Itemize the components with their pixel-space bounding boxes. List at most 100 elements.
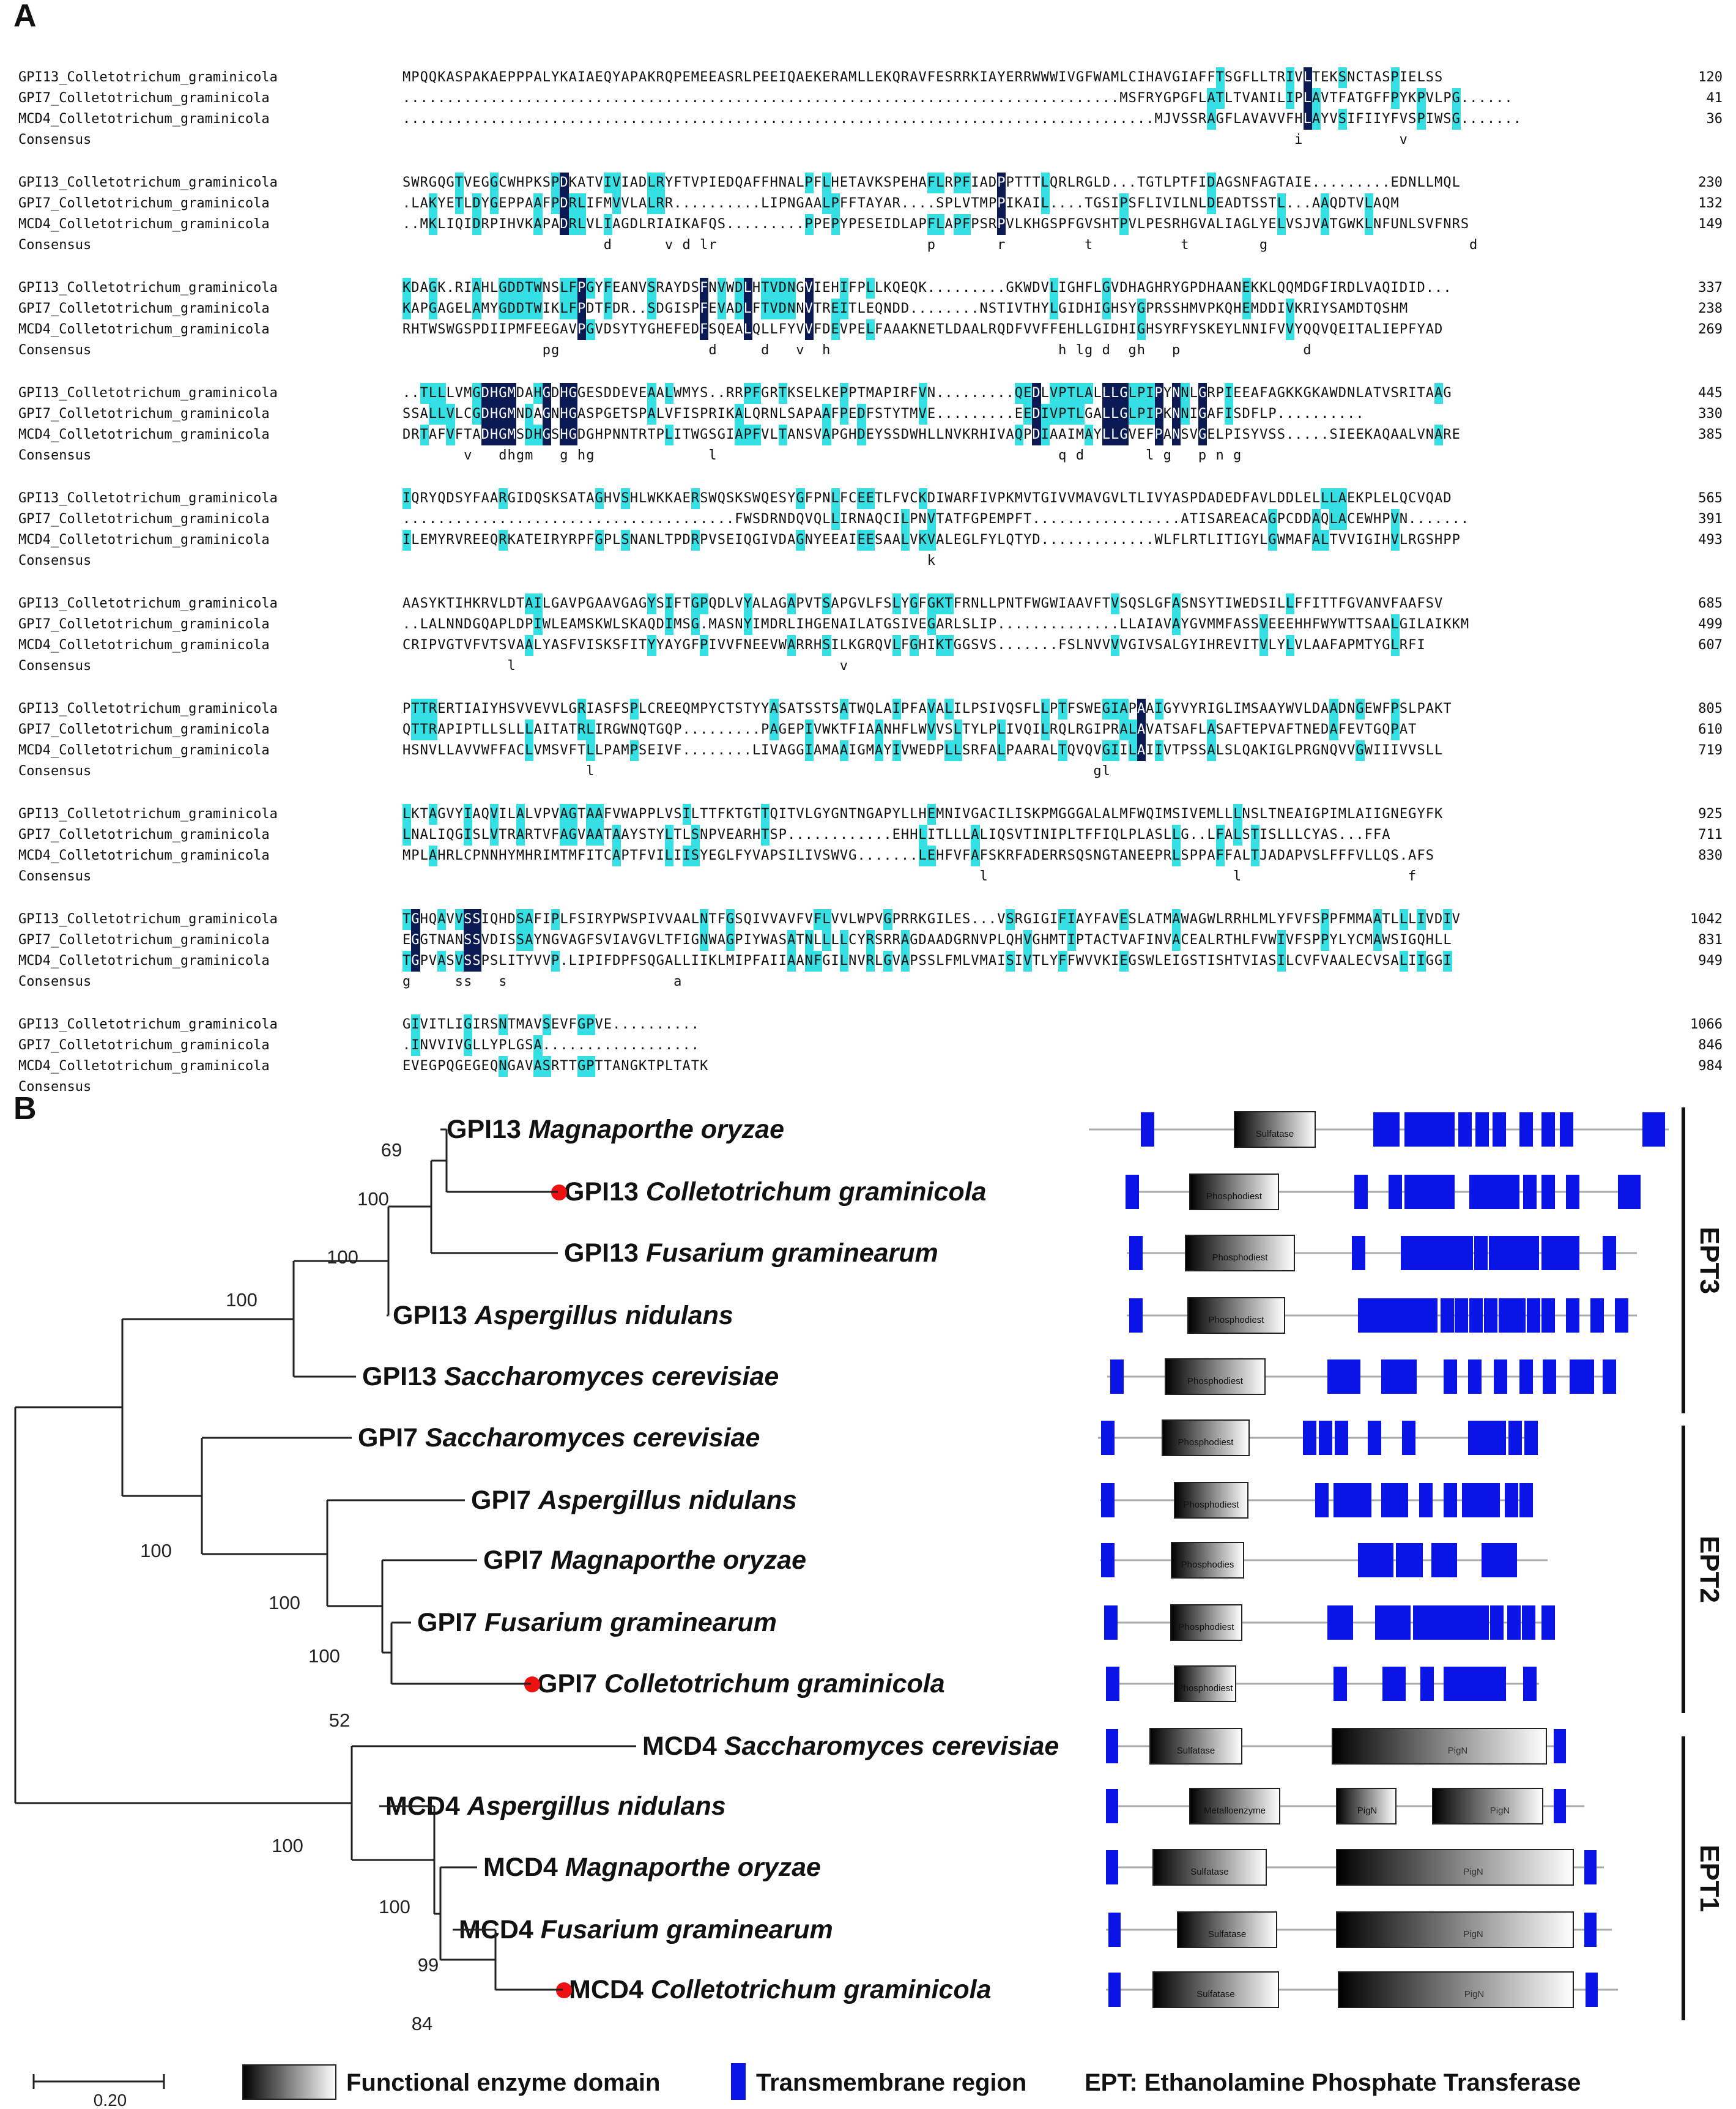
transmembrane-segment bbox=[1505, 1483, 1518, 1517]
gene-name: GPI13 bbox=[447, 1115, 529, 1144]
sequence-row: MCD4_Colletotrichum_graminicola ILEMYRVRE… bbox=[18, 530, 1725, 551]
residue-count: 330 bbox=[1698, 406, 1723, 422]
species-name: Fusarium graminearum bbox=[484, 1608, 777, 1637]
enzyme-domain bbox=[1170, 1604, 1242, 1641]
transmembrane-segment bbox=[1482, 1175, 1495, 1209]
transmembrane-segment bbox=[1431, 1543, 1445, 1577]
transmembrane-segment bbox=[1501, 1236, 1515, 1270]
transmembrane-segment bbox=[1375, 1605, 1389, 1640]
alignment-block: GPI13_Colletotrichum_graminicola IQRYQDSY… bbox=[18, 488, 1725, 571]
consensus-row: Consensus l v bbox=[18, 656, 1725, 677]
sequence-residues: d v d lr p r t t g d bbox=[402, 237, 1496, 253]
sequence-name: Consensus bbox=[18, 237, 92, 253]
bootstrap-value: 100 bbox=[379, 1896, 410, 1917]
residue-count: 830 bbox=[1698, 848, 1723, 863]
transmembrane-segment bbox=[1493, 1112, 1506, 1147]
sequence-name: MCD4_Colletotrichum_graminicola bbox=[18, 743, 270, 758]
transmembrane-segment bbox=[1101, 1483, 1115, 1517]
taxon-label: GPI7 Colletotrichum graminicola bbox=[537, 1669, 945, 1698]
transmembrane-segment bbox=[1381, 1360, 1395, 1394]
pign-domain bbox=[1432, 1788, 1543, 1824]
taxon-label: MCD4 Fusarium graminearum bbox=[459, 1915, 833, 1944]
transmembrane-segment bbox=[1554, 1789, 1566, 1823]
residue-count: 391 bbox=[1698, 511, 1723, 527]
sequence-name: GPI7_Colletotrichum_graminicola bbox=[18, 932, 270, 948]
bootstrap-value: 52 bbox=[329, 1709, 350, 1731]
gene-name: MCD4 bbox=[483, 1853, 565, 1882]
sequence-name: GPI7_Colletotrichum_graminicola bbox=[18, 1038, 270, 1053]
transmembrane-segment bbox=[1489, 1236, 1502, 1270]
enzyme-domain bbox=[1174, 1665, 1236, 1702]
transmembrane-segment bbox=[1554, 1236, 1567, 1270]
domain-architecture: Metalloenzyme PigN PigN bbox=[1106, 1788, 1584, 1824]
transmembrane-segment bbox=[1403, 1360, 1417, 1394]
transmembrane-segment bbox=[1110, 1360, 1124, 1394]
residue-count: 41 bbox=[1706, 91, 1723, 106]
sequence-name: GPI7_Colletotrichum_graminicola bbox=[18, 617, 270, 632]
transmembrane-segment bbox=[1484, 1298, 1497, 1333]
transmembrane-segment bbox=[1303, 1421, 1316, 1455]
transmembrane-segment bbox=[1141, 1112, 1154, 1147]
transmembrane-segment bbox=[1441, 1175, 1455, 1209]
transmembrane-segment bbox=[1527, 1298, 1540, 1333]
transmembrane-segment bbox=[1392, 1360, 1406, 1394]
sequence-residues: MPQQKASPAKAEPPPALYKAIAEQYAPAKRQPEMEEASRL… bbox=[402, 67, 1443, 88]
sequence-name: Consensus bbox=[18, 974, 92, 989]
sequence-residues: SSALLVLCGDHGMNDAGNHGASPGETSPALVFISPRIKAL… bbox=[402, 404, 1365, 425]
transmembrane-segment bbox=[1586, 1973, 1598, 2007]
residue-count: 132 bbox=[1698, 196, 1723, 211]
sequence-name: GPI7_Colletotrichum_graminicola bbox=[18, 827, 270, 842]
pign-domain bbox=[1338, 1971, 1574, 2008]
bootstrap-value: 69 bbox=[381, 1139, 402, 1161]
domain-name: Phosphodiest bbox=[1179, 1622, 1235, 1632]
transmembrane-segment bbox=[1429, 1175, 1442, 1209]
domain-name: Metalloenzyme bbox=[1204, 1806, 1266, 1816]
transmembrane-segment bbox=[1468, 1421, 1482, 1455]
transmembrane-segment bbox=[1541, 1112, 1555, 1147]
transmembrane-segment bbox=[1424, 1236, 1437, 1270]
domain-architecture: Sulfatase PigN bbox=[1106, 1971, 1618, 2008]
sequence-row: GPI7_Colletotrichum_graminicola.........… bbox=[18, 509, 1725, 530]
taxon-label: MCD4 Magnaporthe oryzae bbox=[483, 1853, 821, 1882]
sequence-row: GPI7_Colletotrichum_graminicola .LAKYETLD… bbox=[18, 193, 1725, 214]
sequence-row: GPI13_Colletotrichum_graminicola GIVITLIG… bbox=[18, 1014, 1725, 1035]
transmembrane-segment bbox=[1480, 1667, 1494, 1701]
sequence-residues: AASYKTIHKRVLDTAILGAVPGAAVGAGYSIFTGPQDLVY… bbox=[402, 593, 1443, 614]
transmembrane-segment bbox=[1386, 1605, 1400, 1640]
transmembrane-segment bbox=[1519, 1360, 1533, 1394]
transmembrane-segment bbox=[1389, 1175, 1402, 1209]
enzyme-domain bbox=[1171, 1542, 1244, 1579]
sequence-name: Consensus bbox=[18, 553, 92, 568]
transmembrane-segment bbox=[1368, 1421, 1381, 1455]
sequence-row: GPI7_Colletotrichum_graminicola LNALIQGIS… bbox=[18, 825, 1725, 846]
gene-name: GPI13 bbox=[362, 1362, 444, 1391]
alignment-block: GPI13_Colletotrichum_graminicola KDAGK.RI… bbox=[18, 278, 1725, 361]
transmembrane-segment bbox=[1560, 1112, 1573, 1147]
transmembrane-segment bbox=[1441, 1298, 1454, 1333]
transmembrane-segment bbox=[1315, 1483, 1329, 1517]
sequence-residues: EVEGPQGEGEQNGAVASRTTGPTTANGKTPLTATK bbox=[402, 1056, 708, 1077]
sequence-name: Consensus bbox=[18, 764, 92, 779]
domain-architecture: Phosphodiest bbox=[1098, 1419, 1538, 1456]
transmembrane-segment bbox=[1419, 1483, 1433, 1517]
sequence-row: GPI13_Colletotrichum_graminicola SWRGQGTV… bbox=[18, 173, 1725, 193]
consensus-row: Consensus v dhgm g hg l q d l g p n g bbox=[18, 445, 1725, 466]
sequence-residues: CRIPVGTVFVTSVAALYASFVISKSFITYYAYGFPIVVFN… bbox=[402, 635, 1426, 656]
transmembrane-segment bbox=[1474, 1236, 1488, 1270]
sequence-name: GPI7_Colletotrichum_graminicola bbox=[18, 301, 270, 316]
alignment-block: GPI13_Colletotrichum_graminicola MPQQKASP… bbox=[18, 67, 1725, 151]
bootstrap-value: 100 bbox=[140, 1540, 172, 1561]
taxon-label: GPI7 Saccharomyces cerevisiae bbox=[358, 1423, 760, 1452]
focal-species-marker bbox=[551, 1185, 567, 1200]
transmembrane-segment bbox=[1581, 1360, 1594, 1394]
transmembrane-segment bbox=[1101, 1543, 1115, 1577]
transmembrane-segment bbox=[1523, 1175, 1537, 1209]
transmembrane-segment bbox=[1506, 1175, 1519, 1209]
sequence-row: MCD4_Colletotrichum_graminicola RHTWSWGSP… bbox=[18, 319, 1725, 340]
domain-name: Sulfatase bbox=[1208, 1929, 1247, 1940]
enzyme-domain bbox=[1149, 1728, 1242, 1765]
sequence-residues: l gl bbox=[402, 764, 1434, 779]
transmembrane-segment bbox=[1480, 1421, 1494, 1455]
transmembrane-segment bbox=[1493, 1421, 1506, 1455]
domain-name: Sulfatase bbox=[1177, 1746, 1215, 1756]
